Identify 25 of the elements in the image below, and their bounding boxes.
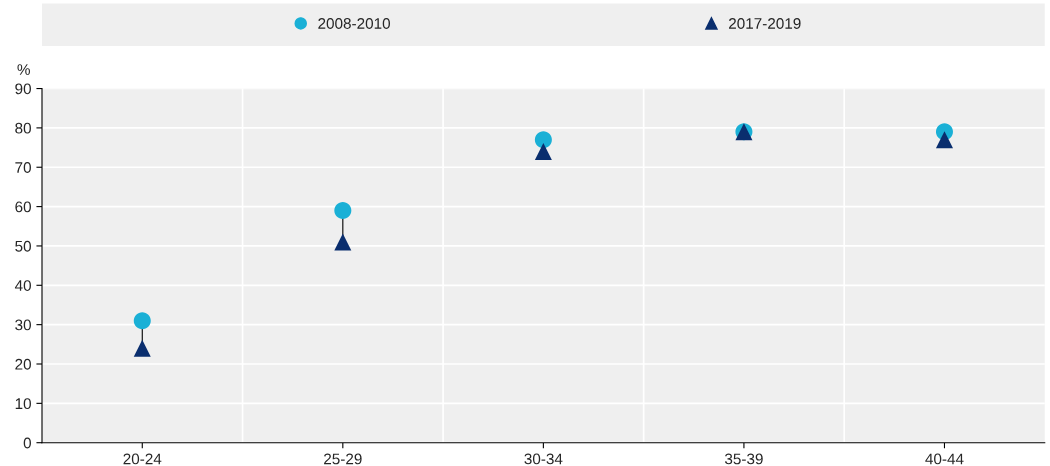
- point: [935, 131, 953, 149]
- y-tick-label: 40: [14, 280, 31, 291]
- y-tick-label: 90: [15, 83, 31, 95]
- point: [534, 143, 552, 161]
- y-tick-label: 20: [15, 358, 31, 370]
- y-tick-label: 30: [15, 319, 31, 331]
- x-tick-label: 35-39: [724, 453, 763, 465]
- y-tick-label: 0: [23, 437, 31, 449]
- point: [133, 339, 151, 357]
- y-axis-title: %: [17, 64, 30, 75]
- legend-label: 2017-2019: [729, 18, 801, 29]
- point: [534, 131, 552, 149]
- y-tick-label: 10: [15, 398, 31, 410]
- x-tick-label: 30-34: [524, 453, 563, 465]
- x-tick-label: 20-24: [123, 453, 162, 465]
- point: [133, 312, 151, 330]
- y-tick-label: 60: [15, 201, 31, 213]
- point: [334, 233, 352, 251]
- point: [334, 202, 352, 220]
- y-tick-label: 80: [15, 122, 31, 134]
- legend-label: 2008-2010: [318, 18, 391, 29]
- x-tick-label: 40-44: [925, 453, 964, 465]
- x-tick-label: 25-29: [324, 453, 362, 465]
- y-tick-label: 70: [15, 162, 31, 173]
- y-tick-label: 50: [15, 240, 31, 252]
